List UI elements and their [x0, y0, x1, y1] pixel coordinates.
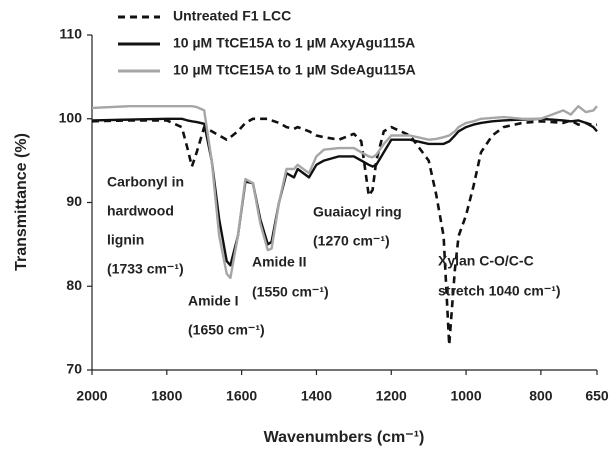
annotation: (1270 cm⁻¹): [313, 233, 390, 249]
x-tick-label: 1400: [301, 388, 332, 404]
y-axis-label: Transmittance (%): [13, 133, 30, 271]
y-tick-label: 110: [59, 26, 82, 42]
x-tick-label: 650: [585, 388, 609, 404]
annotation: stretch 1040 cm⁻¹): [438, 283, 561, 299]
legend-label: 10 µM TtCE15A to 1 µM SdeAgu115A: [173, 62, 416, 78]
x-tick-label: 1200: [376, 388, 407, 404]
annotation: Carbonyl in: [107, 174, 184, 190]
annotation: lignin: [107, 232, 144, 248]
y-tick-label: 100: [59, 109, 83, 125]
y-tick-label: 70: [66, 361, 82, 377]
annotation: Amide II: [252, 254, 306, 270]
x-tick-label: 800: [529, 388, 553, 404]
series-line: [91, 105, 598, 280]
legend-label: 10 µM TtCE15A to 1 µM AxyAgu115A: [173, 35, 415, 51]
x-tick-label: 2000: [76, 388, 107, 404]
x-axis-label: Wavenumbers (cm⁻¹): [264, 429, 425, 446]
x-tick-label: 1800: [151, 388, 182, 404]
annotation: hardwood: [107, 203, 174, 219]
legend-label: Untreated F1 LCC: [173, 8, 291, 24]
annotation: (1550 cm⁻¹): [252, 284, 329, 300]
annotation: Guaiacyl ring: [313, 204, 402, 220]
annotation: (1650 cm⁻¹): [188, 322, 265, 338]
annotation: Xylan C-O/C-C: [438, 253, 534, 269]
x-tick-label: 1000: [450, 388, 481, 404]
x-tick-label: 1600: [226, 388, 257, 404]
annotation: Amide I: [188, 293, 239, 309]
series-line: [91, 117, 598, 347]
y-tick-label: 80: [66, 277, 82, 293]
y-tick-label: 90: [66, 193, 82, 209]
annotation: (1733 cm⁻¹): [107, 261, 184, 277]
